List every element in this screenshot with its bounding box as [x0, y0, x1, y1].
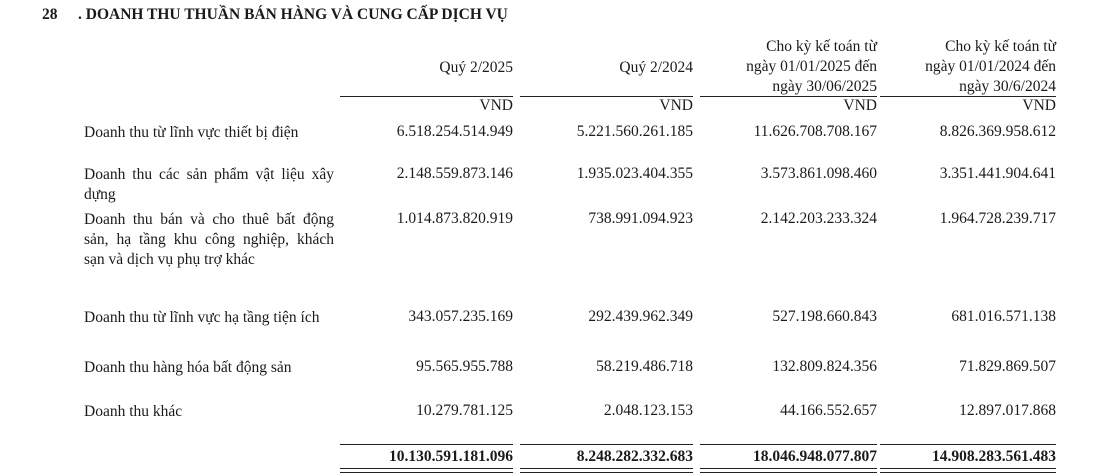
row-value: 2.142.203.233.324 [760, 210, 877, 227]
row-value: 527.198.660.843 [772, 308, 877, 325]
row-label: Doanh thu các sản phẩm vật liệu xây dựng [84, 166, 334, 203]
column-header-line: ngày 30/6/2024 [959, 78, 1056, 95]
column-header-q2-2024: Quý 2/2024 [520, 58, 693, 78]
column-header-line: Cho kỳ kế toán từ [766, 38, 877, 55]
header-rule [880, 96, 1056, 97]
row-value: 3.573.861.098.460 [760, 165, 877, 182]
header-rule [520, 96, 693, 97]
total-value: 10.130.591.181.096 [389, 448, 513, 465]
row-value: 738.991.094.923 [588, 210, 693, 227]
total-double-underline [340, 468, 513, 473]
header-rule [700, 96, 877, 97]
column-header-line: Cho kỳ kế toán từ [945, 38, 1056, 55]
row-value: 343.057.235.169 [408, 308, 513, 325]
unit-label: VND [479, 97, 513, 114]
section-title: . DOANH THU THUẦN BÁN HÀNG VÀ CUNG CẤP D… [78, 6, 508, 23]
row-label: Doanh thu bán và cho thuê bất động sản, … [84, 211, 334, 268]
unit-label: VND [843, 97, 877, 114]
row-value: 681.016.571.138 [951, 308, 1056, 325]
row-value: 10.279.781.125 [416, 402, 513, 419]
row-value: 95.565.955.788 [416, 358, 513, 375]
column-header-line: ngày 01/01/2024 đến [925, 58, 1056, 75]
column-header-q2-2025: Quý 2/2025 [340, 58, 513, 78]
row-value: 2.148.559.873.146 [396, 165, 513, 182]
row-value: 3.351.441.904.641 [939, 165, 1056, 182]
row-value: 12.897.017.868 [959, 402, 1056, 419]
row-label: Doanh thu khác [84, 403, 183, 420]
row-value: 1.935.023.404.355 [576, 165, 693, 182]
header-rule [340, 96, 513, 97]
row-label: Doanh thu từ lĩnh vực hạ tầng tiện ích [84, 309, 320, 326]
column-header-line: ngày 01/01/2025 đến [746, 58, 877, 75]
row-value: 1.014.873.820.919 [396, 210, 513, 227]
column-header-ytd-2024: Cho kỳ kế toán từ ngày 01/01/2024 đến ng… [880, 37, 1056, 97]
row-value: 5.221.560.261.185 [576, 123, 693, 140]
total-double-underline [880, 468, 1056, 473]
total-rule [700, 444, 877, 445]
row-value: 2.048.123.153 [603, 402, 693, 419]
row-value: 44.166.552.657 [780, 402, 877, 419]
row-value: 1.964.728.239.717 [939, 210, 1056, 227]
row-label: Doanh thu hàng hóa bất động sản [84, 359, 292, 376]
total-double-underline [700, 468, 877, 473]
unit-label: VND [1022, 97, 1056, 114]
column-header-line: ngày 30/06/2025 [772, 78, 877, 95]
row-value: 11.626.708.708.167 [753, 123, 877, 140]
column-header-ytd-2025: Cho kỳ kế toán từ ngày 01/01/2025 đến ng… [700, 37, 877, 97]
row-label: Doanh thu từ lĩnh vực thiết bị điện [84, 124, 299, 141]
total-value: 18.046.948.077.807 [753, 448, 877, 465]
unit-label: VND [659, 97, 693, 114]
section-heading: 28 . DOANH THU THUẦN BÁN HÀNG VÀ CUNG CẤP… [42, 6, 508, 24]
column-header-line: Quý 2/2024 [619, 59, 693, 76]
row-value: 6.518.254.514.949 [396, 123, 513, 140]
row-value: 292.439.962.349 [588, 308, 693, 325]
section-number: 28 [42, 6, 58, 23]
total-rule [340, 444, 513, 445]
row-value: 71.829.869.507 [959, 358, 1056, 375]
total-rule [880, 444, 1056, 445]
total-value: 8.248.282.332.683 [576, 448, 693, 465]
column-header-line: Quý 2/2025 [439, 59, 513, 76]
row-value: 132.809.824.356 [772, 358, 877, 375]
row-value: 58.219.486.718 [596, 358, 693, 375]
total-value: 14.908.283.561.483 [932, 448, 1056, 465]
total-rule [520, 444, 693, 445]
row-value: 8.826.369.958.612 [939, 123, 1056, 140]
total-double-underline [520, 468, 693, 473]
